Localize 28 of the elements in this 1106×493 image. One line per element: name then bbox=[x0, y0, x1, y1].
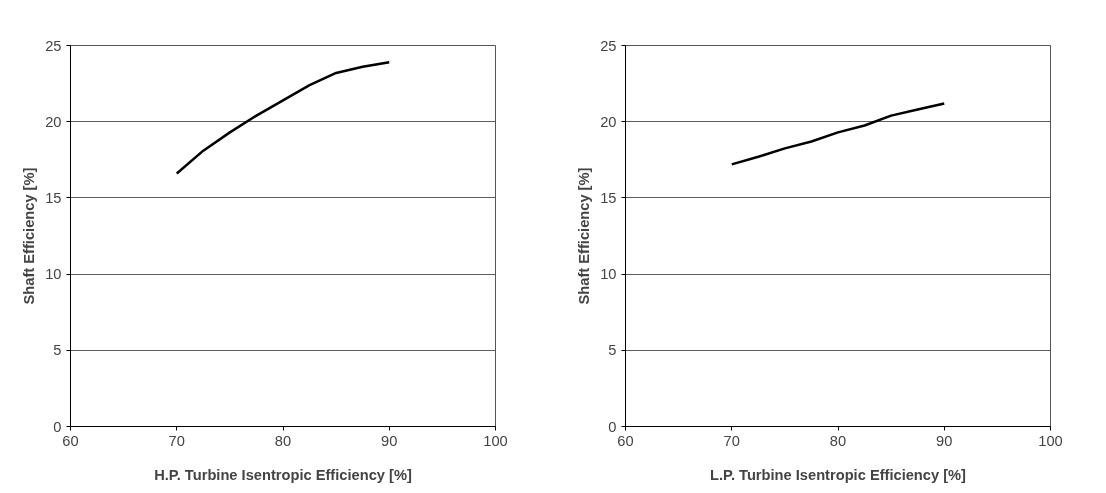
x-tick-label: 80 bbox=[829, 432, 847, 449]
y-tick-label: 15 bbox=[45, 189, 62, 206]
x-axis-title: H.P. Turbine Isentropic Efficiency [%] bbox=[154, 466, 412, 483]
x-tick-label: 60 bbox=[62, 432, 79, 449]
x-tick-label: 70 bbox=[723, 432, 740, 449]
x-tick-label: 90 bbox=[381, 432, 398, 449]
x-tick-label: 70 bbox=[168, 432, 185, 449]
y-tick-label: 10 bbox=[600, 266, 617, 283]
y-tick-label: 25 bbox=[45, 37, 62, 54]
x-axis-title: L.P. Turbine Isentropic Efficiency [%] bbox=[710, 466, 967, 483]
x-tick-label: 100 bbox=[483, 432, 508, 449]
y-axis-title: Shaft Efficiency [%] bbox=[21, 167, 38, 305]
y-axis-title: Shaft Efficiency [%] bbox=[576, 167, 593, 305]
y-tick-label: 15 bbox=[600, 189, 617, 206]
x-tick-label: 100 bbox=[1038, 432, 1063, 449]
y-tick-label: 5 bbox=[608, 342, 617, 359]
y-tick-label: 5 bbox=[53, 342, 62, 359]
y-tick-label: 10 bbox=[45, 266, 62, 283]
x-tick-label: 90 bbox=[936, 432, 953, 449]
y-tick-label: 20 bbox=[45, 113, 62, 130]
line-series bbox=[175, 61, 391, 175]
y-tick-label: 0 bbox=[608, 418, 617, 435]
line-series bbox=[730, 102, 946, 166]
y-tick-label: 25 bbox=[600, 37, 617, 54]
y-tick-label: 0 bbox=[53, 418, 62, 435]
x-tick-label: 80 bbox=[274, 432, 292, 449]
x-tick-label: 60 bbox=[617, 432, 634, 449]
y-tick-label: 20 bbox=[600, 113, 617, 130]
